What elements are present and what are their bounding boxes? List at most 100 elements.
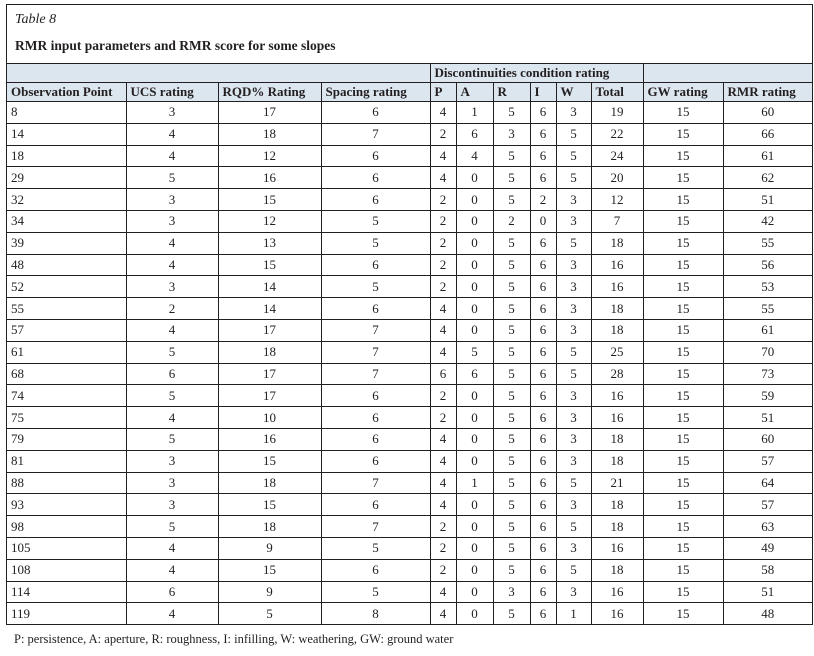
table-cell: 93 <box>7 493 127 517</box>
table-cell: 7 <box>320 362 431 386</box>
table-row: 48 4 15 6 2 0 5 6 3 16 15 56 <box>7 253 813 277</box>
table-cell: 4 <box>125 122 219 146</box>
table-cell: 9 <box>217 536 322 560</box>
table-cell: 6 <box>529 275 557 299</box>
table-row: 75 4 10 6 2 0 5 6 3 16 15 51 <box>7 406 813 429</box>
table-cell: 6 <box>529 122 557 146</box>
table-cell: 6 <box>529 231 557 255</box>
table-cell: 2 <box>429 122 457 146</box>
table-cell: 5 <box>320 209 431 233</box>
table-row: 81 3 15 6 4 0 5 6 3 18 15 57 <box>7 449 813 473</box>
table-cell: 18 <box>590 427 644 451</box>
table-cell: 21 <box>590 471 644 495</box>
table-cell: 114 <box>7 580 127 604</box>
table-cell: 18 <box>590 297 644 320</box>
table-cell: 6 <box>529 362 557 386</box>
table-cell: 6 <box>320 101 431 124</box>
table-cell: 0 <box>455 231 494 255</box>
table-cell: 0 <box>455 493 494 517</box>
table-cell: 5 <box>492 427 531 451</box>
table-cell: 2 <box>429 275 457 299</box>
table-cell: 3 <box>555 188 592 211</box>
table-cell: 57 <box>722 493 813 517</box>
table-cell: 2 <box>429 406 457 429</box>
table-cell: 4 <box>429 144 457 168</box>
table-cell: 48 <box>7 253 127 277</box>
group-header-empty <box>642 64 813 83</box>
table-cell: 5 <box>125 166 219 190</box>
table-cell: 5 <box>492 536 531 560</box>
table-cell: 2 <box>492 209 531 233</box>
table-cell: 64 <box>722 471 813 495</box>
table-cell: 15 <box>642 406 724 429</box>
table-cell: 7 <box>320 122 431 146</box>
table-cell: 57 <box>7 318 127 342</box>
column-header: Observation Point <box>7 82 127 102</box>
table-cell: 28 <box>590 362 644 386</box>
table-cell: 6 <box>320 427 431 451</box>
table-cell: 8 <box>7 101 127 124</box>
table-cell: 5 <box>555 231 592 255</box>
table-cell: 12 <box>217 209 322 233</box>
table-cell: 6 <box>529 536 557 560</box>
column-header-row: Observation Point UCS rating RQD% Rating Sp… <box>7 82 813 102</box>
table-cell: 3 <box>555 406 592 429</box>
table-cell: 5 <box>492 471 531 495</box>
table-cell: 2 <box>429 558 457 582</box>
table-cell: 4 <box>125 318 219 342</box>
table-cell: 53 <box>722 275 813 299</box>
table-cell: 15 <box>217 493 322 517</box>
table-cell: 6 <box>320 166 431 190</box>
table-row: 39 4 13 5 2 0 5 6 5 18 15 55 <box>7 231 813 255</box>
table-cell: 18 <box>590 493 644 517</box>
column-header: W <box>555 82 592 102</box>
table-row: 14 4 18 7 2 6 3 6 5 22 15 66 <box>7 122 813 146</box>
table-cell: 0 <box>455 515 494 538</box>
table-cell: 0 <box>529 209 557 233</box>
table-cell: 75 <box>7 406 127 429</box>
table-cell: 5 <box>492 318 531 342</box>
table-cell: 5 <box>555 515 592 538</box>
table-row: 79 5 16 6 4 0 5 6 3 18 15 60 <box>7 427 813 451</box>
table-cell: 108 <box>7 558 127 582</box>
table-cell: 10 <box>217 406 322 429</box>
table-cell: 5 <box>320 536 431 560</box>
table-cell: 2 <box>429 231 457 255</box>
table-cell: 1 <box>455 101 494 124</box>
table-cell: 3 <box>555 493 592 517</box>
column-header: RQD% Rating <box>217 82 322 102</box>
table-cell: 3 <box>555 101 592 124</box>
table-cell: 18 <box>590 558 644 582</box>
table-cell: 55 <box>722 297 813 320</box>
table-cell: 61 <box>722 144 813 168</box>
table-cell: 16 <box>217 427 322 451</box>
table-cell: 5 <box>492 602 531 626</box>
group-header-row: Discontinuities condition rating <box>7 64 813 83</box>
group-header-empty <box>7 64 431 83</box>
table-cell: 6 <box>529 558 557 582</box>
table-cell: 5 <box>555 471 592 495</box>
column-header: P <box>429 82 457 102</box>
table-cell: 18 <box>590 318 644 342</box>
table-cell: 25 <box>590 340 644 364</box>
table-cell: 15 <box>217 253 322 277</box>
table-cell: 4 <box>125 253 219 277</box>
table-cell: 15 <box>642 536 724 560</box>
table-cell: 3 <box>555 318 592 342</box>
table-cell: 5 <box>217 602 322 626</box>
table-cell: 18 <box>217 340 322 364</box>
table-cell: 6 <box>529 449 557 473</box>
table-cell: 6 <box>529 471 557 495</box>
table-cell: 4 <box>125 602 219 626</box>
table-cell: 6 <box>529 340 557 364</box>
table-cell: 2 <box>429 515 457 538</box>
column-header: RMR rating <box>722 82 813 102</box>
column-header: I <box>529 82 557 102</box>
table-cell: 4 <box>125 558 219 582</box>
table-row: 8 3 17 6 4 1 5 6 3 19 15 60 <box>7 101 813 124</box>
table-cell: 15 <box>642 515 724 538</box>
table-row: 55 2 14 6 4 0 5 6 3 18 15 55 <box>7 297 813 320</box>
table-cell: 66 <box>722 122 813 146</box>
table-cell: 0 <box>455 297 494 320</box>
table-cell: 3 <box>125 188 219 211</box>
